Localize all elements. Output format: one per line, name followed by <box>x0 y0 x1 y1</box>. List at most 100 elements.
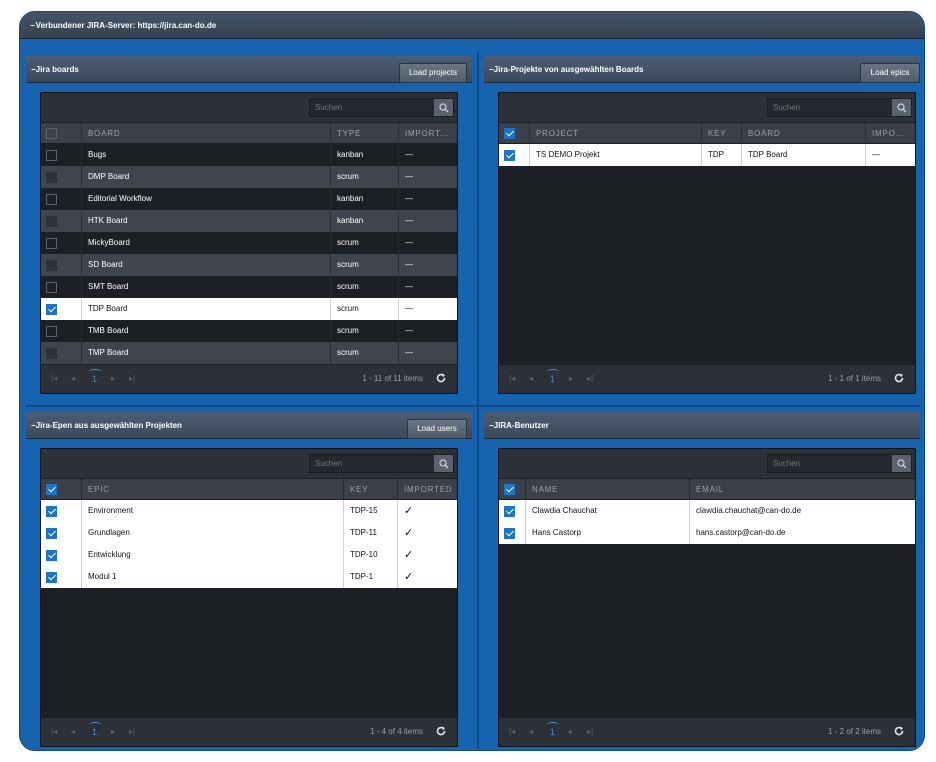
table-row[interactable]: TMP Board scrum — <box>41 342 457 364</box>
row-checkbox[interactable] <box>46 304 57 315</box>
last-page-icon[interactable]: ▸| <box>129 374 136 383</box>
table-row[interactable]: SD Board scrum — <box>41 254 457 276</box>
table-row-selected[interactable]: TS DEMO Projekt TDP TDP Board — <box>499 144 915 166</box>
row-checkbox[interactable] <box>46 216 57 227</box>
row-checkbox[interactable] <box>504 150 515 161</box>
table-row[interactable]: TMB Board scrum — <box>41 320 457 342</box>
server-title-bar[interactable]: −Verbundener JIRA-Server: https://jira.c… <box>20 12 924 39</box>
next-page-icon[interactable]: ▸ <box>111 374 116 383</box>
first-page-icon[interactable]: |◂ <box>51 374 58 383</box>
users-panel-header[interactable]: −JIRA-Benutzer <box>484 412 920 439</box>
epic-key: TDP-1 <box>343 566 397 588</box>
refresh-icon[interactable] <box>893 725 905 737</box>
row-checkbox[interactable] <box>46 326 57 337</box>
column-header-imported[interactable]: IMPORTED <box>397 479 459 500</box>
column-header-imported[interactable]: IMPO... <box>865 123 917 144</box>
column-header-imported[interactable]: IMPORT... <box>398 123 459 144</box>
refresh-icon[interactable] <box>435 372 447 384</box>
search-input[interactable] <box>768 455 892 472</box>
page-number[interactable]: 1 <box>88 722 102 737</box>
table-row-selected[interactable]: Hans Castorp hans.castorp@can-do.de <box>499 522 915 544</box>
column-header-type[interactable]: TYPE <box>330 123 398 144</box>
collapse-icon[interactable]: − <box>489 65 494 74</box>
load-epics-button[interactable]: Load epics <box>860 63 920 83</box>
row-checkbox[interactable] <box>46 238 57 249</box>
epics-panel-header[interactable]: −Jira-Epen aus ausgewählten Projekten <box>26 412 472 439</box>
page-number[interactable]: 1 <box>546 369 560 384</box>
column-header-board[interactable]: BOARD <box>741 123 865 144</box>
projects-panel-header[interactable]: −Jira-Projekte von ausgewählten Boards <box>484 56 920 83</box>
table-row[interactable]: SMT Board scrum — <box>41 276 457 298</box>
column-header-email[interactable]: EMAIL <box>689 479 917 500</box>
row-checkbox[interactable] <box>504 528 515 539</box>
prev-page-icon[interactable]: ◂ <box>71 727 76 736</box>
table-row-selected[interactable]: Clawdia Chauchat clawdia.chauchat@can-do… <box>499 500 915 522</box>
row-checkbox[interactable] <box>46 348 57 359</box>
column-header-key[interactable]: KEY <box>701 123 741 144</box>
row-checkbox[interactable] <box>504 506 515 517</box>
vertical-splitter[interactable] <box>477 52 479 749</box>
last-page-icon[interactable]: ▸| <box>587 727 594 736</box>
refresh-icon[interactable] <box>893 372 905 384</box>
horizontal-splitter[interactable] <box>26 405 920 407</box>
table-row-selected[interactable]: Entwicklung TDP-10 ✓ <box>41 544 457 566</box>
row-checkbox[interactable] <box>46 194 57 205</box>
collapse-icon[interactable]: − <box>489 421 494 430</box>
first-page-icon[interactable]: |◂ <box>509 727 516 736</box>
column-header-name[interactable]: NAME <box>525 479 689 500</box>
search-button[interactable] <box>434 455 453 472</box>
page-number[interactable]: 1 <box>546 722 560 737</box>
table-row-selected[interactable]: Environment TDP-15 ✓ <box>41 500 457 522</box>
column-header-epic[interactable]: EPIC <box>81 479 343 500</box>
load-projects-button[interactable]: Load projects <box>399 63 467 83</box>
next-page-icon[interactable]: ▸ <box>111 727 116 736</box>
table-row[interactable]: DMP Board scrum — <box>41 166 457 188</box>
collapse-icon[interactable]: − <box>31 65 36 74</box>
search-button[interactable] <box>892 455 911 472</box>
table-row-selected[interactable]: Grundlagen TDP-11 ✓ <box>41 522 457 544</box>
pager-info: 1 - 2 of 2 items <box>828 727 881 736</box>
row-checkbox[interactable] <box>46 506 57 517</box>
page-number[interactable]: 1 <box>88 369 102 384</box>
table-row[interactable]: HTK Board kanban — <box>41 210 457 232</box>
prev-page-icon[interactable]: ◂ <box>71 374 76 383</box>
row-checkbox[interactable] <box>46 528 57 539</box>
first-page-icon[interactable]: |◂ <box>51 727 58 736</box>
last-page-icon[interactable]: ▸| <box>587 374 594 383</box>
row-checkbox[interactable] <box>46 550 57 561</box>
prev-page-icon[interactable]: ◂ <box>529 727 534 736</box>
table-row[interactable]: Bugs kanban — <box>41 144 457 166</box>
select-all-checkbox[interactable] <box>46 128 57 139</box>
row-checkbox[interactable] <box>46 572 57 583</box>
column-header-key[interactable]: KEY <box>343 479 397 500</box>
last-page-icon[interactable]: ▸| <box>129 727 136 736</box>
next-page-icon[interactable]: ▸ <box>569 374 574 383</box>
search-button[interactable] <box>434 99 453 116</box>
column-header-board[interactable]: BOARD <box>81 123 330 144</box>
table-row-selected[interactable]: TDP Board scrum — <box>41 298 457 320</box>
projects-panel-title: Jira-Projekte von ausgewählten Boards <box>493 65 644 74</box>
first-page-icon[interactable]: |◂ <box>509 374 516 383</box>
refresh-icon[interactable] <box>435 725 447 737</box>
load-users-button[interactable]: Load users <box>407 419 467 439</box>
row-checkbox[interactable] <box>46 282 57 293</box>
collapse-icon[interactable]: − <box>31 421 36 430</box>
select-all-checkbox[interactable] <box>504 484 515 495</box>
table-row[interactable]: MickyBoard scrum — <box>41 232 457 254</box>
row-checkbox[interactable] <box>46 260 57 271</box>
row-checkbox[interactable] <box>46 150 57 161</box>
table-row-selected[interactable]: Modul 1 TDP-1 ✓ <box>41 566 457 588</box>
search-button[interactable] <box>892 99 911 116</box>
search-input[interactable] <box>768 99 892 116</box>
select-all-checkbox[interactable] <box>504 128 515 139</box>
row-checkbox[interactable] <box>46 172 57 183</box>
search-input[interactable] <box>310 99 434 116</box>
search-input[interactable] <box>310 455 434 472</box>
table-row[interactable]: Editorial Workflow kanban — <box>41 188 457 210</box>
prev-page-icon[interactable]: ◂ <box>529 374 534 383</box>
next-page-icon[interactable]: ▸ <box>569 727 574 736</box>
select-all-checkbox[interactable] <box>46 484 57 495</box>
column-header-project[interactable]: PROJECT <box>529 123 701 144</box>
boards-panel-header[interactable]: −Jira boards <box>26 56 472 83</box>
collapse-icon[interactable]: − <box>30 21 35 30</box>
